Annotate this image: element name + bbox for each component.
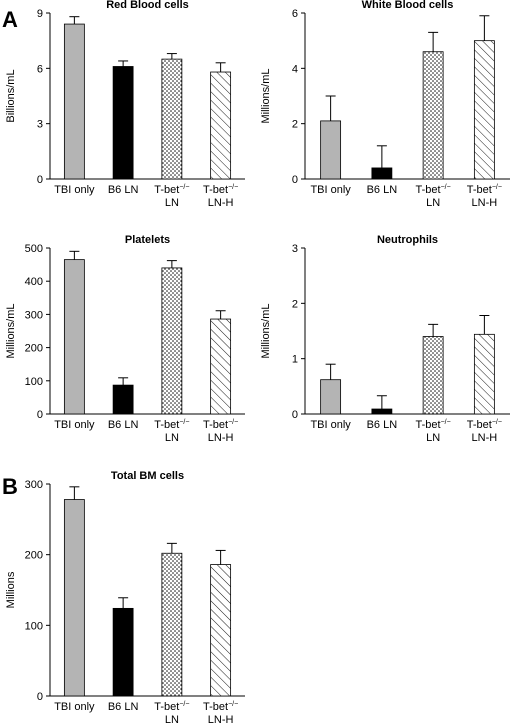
- y-axis-label: Millions/mL: [5, 303, 17, 358]
- x-tick-label: TBI only: [310, 184, 351, 196]
- y-tick-label: 2: [292, 298, 298, 310]
- bar: [210, 71, 232, 180]
- chart-title: Neutrophils: [377, 234, 438, 246]
- y-tick-label: 0: [37, 409, 43, 421]
- y-tick-label: 300: [25, 479, 43, 491]
- x-tick-label: T-bet−/−: [154, 184, 189, 196]
- chart-0: Red Blood cells Billions/mL 0 3 6 9 TBI only B6…: [5, 0, 245, 209]
- x-tick-label: TBI only: [54, 701, 95, 713]
- chart-title: Platelets: [125, 234, 170, 246]
- chart-4: Total BM cells Millions 0 100 200 300 TBI only…: [5, 470, 245, 724]
- bar: [422, 336, 444, 415]
- y-axis-label: Billions/mL: [5, 69, 17, 122]
- y-tick-label: 400: [25, 276, 43, 288]
- y-axis-label: Millions/mL: [260, 303, 272, 358]
- x-tick-label: TBI only: [54, 184, 95, 196]
- y-tick-label: 0: [292, 174, 298, 186]
- x-tick-label: T-bet−/−: [154, 701, 189, 713]
- chart-title: Red Blood cells: [106, 0, 189, 11]
- bar: [371, 408, 393, 415]
- bar: [63, 259, 85, 415]
- x-tick-label: T-bet−/−: [467, 184, 502, 196]
- x-tick-label-line2: LN-H: [208, 197, 234, 209]
- x-tick-label-line2: LN: [165, 714, 179, 724]
- bar: [63, 499, 85, 697]
- x-tick-label: TBI only: [310, 419, 351, 431]
- bar: [320, 379, 342, 415]
- y-axis-label: Millions: [5, 571, 17, 608]
- chart-3: Neutrophils Millions/mL 0 1 2 3 TBI only B6 LN T…: [260, 234, 510, 444]
- bar: [63, 23, 85, 180]
- bar: [371, 167, 393, 180]
- x-tick-label-line2: LN-H: [472, 197, 498, 209]
- bar: [112, 384, 134, 415]
- bar: [210, 564, 232, 697]
- x-tick-label-line2: LN-H: [208, 714, 234, 724]
- x-tick-label-line2: LN: [426, 432, 440, 444]
- x-tick-label: B6 LN: [367, 184, 398, 196]
- y-tick-label: 300: [25, 309, 43, 321]
- y-tick-label: 6: [37, 63, 43, 75]
- bar: [161, 267, 183, 415]
- x-tick-label: B6 LN: [108, 701, 139, 713]
- bar: [112, 66, 134, 180]
- x-tick-label-line2: LN-H: [208, 432, 234, 444]
- x-tick-label: T-bet−/−: [416, 184, 451, 196]
- bar: [422, 51, 444, 180]
- chart-1: White Blood cells Millions/mL 0 2 4 6 TBI only…: [260, 0, 510, 209]
- x-tick-label: T-bet−/−: [203, 701, 238, 713]
- y-tick-label: 4: [292, 63, 298, 75]
- bar: [210, 318, 232, 415]
- x-tick-label: B6 LN: [367, 419, 398, 431]
- y-tick-label: 6: [292, 8, 298, 20]
- bar: [473, 333, 495, 415]
- y-tick-label: 500: [25, 243, 43, 255]
- bar: [112, 607, 134, 697]
- x-tick-label-line2: LN: [426, 197, 440, 209]
- x-tick-label-line2: LN: [165, 197, 179, 209]
- y-axis-label: Millions/mL: [260, 68, 272, 123]
- y-tick-label: 200: [25, 550, 43, 562]
- y-tick-label: 3: [37, 119, 43, 131]
- y-tick-label: 100: [25, 620, 43, 632]
- bar: [473, 40, 495, 180]
- x-tick-label: T-bet−/−: [203, 419, 238, 431]
- bar: [161, 552, 183, 697]
- x-tick-label: B6 LN: [108, 184, 139, 196]
- y-tick-label: 2: [292, 119, 298, 131]
- y-tick-label: 200: [25, 343, 43, 355]
- bar: [320, 120, 342, 180]
- x-tick-label: T-bet−/−: [154, 419, 189, 431]
- x-tick-label: TBI only: [54, 419, 95, 431]
- y-tick-label: 3: [292, 243, 298, 255]
- y-tick-label: 0: [37, 174, 43, 186]
- bar: [161, 58, 183, 180]
- y-tick-label: 0: [292, 409, 298, 421]
- y-tick-label: 100: [25, 376, 43, 388]
- panel-letter-b: B: [2, 474, 18, 499]
- y-tick-label: 1: [292, 354, 298, 366]
- x-tick-label: T-bet−/−: [467, 419, 502, 431]
- x-tick-label-line2: LN: [165, 432, 179, 444]
- y-tick-label: 0: [37, 691, 43, 703]
- chart-2: Platelets Millions/mL 0 100 200 300 400 500 TBI …: [5, 234, 245, 444]
- y-tick-label: 9: [37, 8, 43, 20]
- chart-title: White Blood cells: [362, 0, 454, 11]
- x-tick-label-line2: LN-H: [472, 432, 498, 444]
- x-tick-label: B6 LN: [108, 419, 139, 431]
- x-tick-label: T-bet−/−: [416, 419, 451, 431]
- x-tick-label: T-bet−/−: [203, 184, 238, 196]
- chart-title: Total BM cells: [111, 470, 184, 482]
- panel-letter-a: A: [2, 7, 18, 32]
